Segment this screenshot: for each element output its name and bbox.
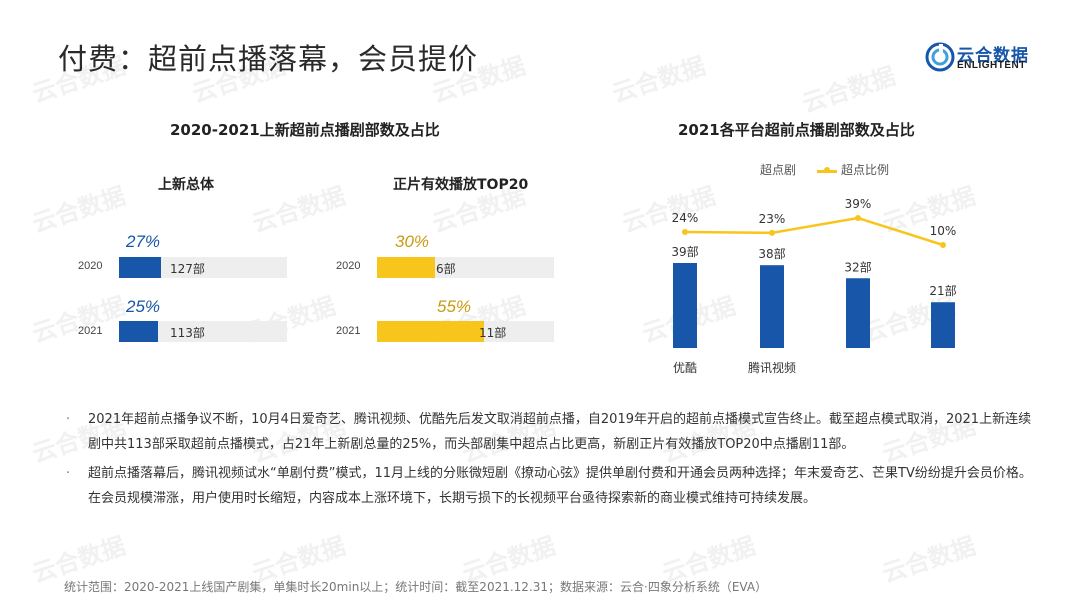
watermark-text: 云合数据 [608, 51, 709, 109]
bar-value-label: 39部 [671, 244, 698, 259]
bar-fill-total-2020 [119, 257, 161, 278]
legend-line-dot [824, 167, 830, 173]
x-tick-label: 优酷 [673, 361, 697, 375]
count-label-top20-2020: 6部 [436, 262, 456, 276]
bullet-text: 超前点播落幕后，腾讯视频试水“单剧付费”模式，11月上线的分账微短剧《撩动心弦》… [88, 466, 1032, 506]
pct-label-total-2021: 25% [126, 297, 161, 316]
logo-icon [925, 42, 955, 72]
bar-platform [760, 265, 784, 348]
pct-label-top20-2020: 30% [395, 232, 430, 251]
line-point [855, 215, 861, 221]
bar-fill-top20-2020 [377, 257, 435, 278]
bullet-marker: · [66, 412, 71, 427]
line-series-ratio [684, 216, 944, 247]
line-value-label: 10% [930, 224, 957, 238]
bullet-item: · 超前点播落幕后，腾讯视频试水“单剧付费”模式，11月上线的分账微短剧《撩动心… [64, 461, 1034, 511]
year-label-total-2021: 2021 [78, 325, 103, 337]
legend-line-label: 超点比例 [841, 163, 890, 177]
bar-platform [673, 263, 697, 348]
bar-track-total-2020: 127部 [119, 257, 287, 278]
x-tick-label: 腾讯视频 [748, 360, 796, 375]
platform-bar-line-chart: 39部 38部 32部 21部 24% 23% 39% 10% 优酷 腾讯视频 [671, 197, 957, 375]
bar-track-total-2021: 113部 [119, 321, 287, 342]
pct-label-top20-2021: 55% [437, 297, 472, 316]
bullet-list: · 2021年超前点播争议不断，10月4日爱奇艺、腾讯视频、优酷先后发文取消超前… [64, 407, 1034, 515]
logo-text-cn: 云合数据 [957, 46, 1029, 66]
watermark-text: 云合数据 [28, 291, 129, 349]
logo-text-en: ENLIGHTENT [957, 60, 1026, 71]
left-panel-title: 2020-2021上新超前点播剧部数及占比 [170, 121, 440, 139]
bullet-marker: · [66, 466, 71, 481]
bar-track-top20-2021: 11部 [377, 321, 554, 342]
pct-label-total-2020: 27% [126, 232, 161, 251]
footer-source-note: 统计范围：2020-2021上线国产剧集，单集时长20min以上；统计时间：截至… [64, 580, 768, 594]
bar-value-label: 38部 [758, 246, 785, 261]
group-subtitle-top20: 正片有效播放TOP20 [393, 177, 529, 193]
bar-platform [931, 302, 955, 348]
count-label-top20-2021: 11部 [479, 326, 507, 340]
group-subtitle-total: 上新总体 [158, 177, 214, 193]
bar-value-label: 32部 [844, 259, 871, 274]
line-point [769, 229, 775, 236]
bullet-text: 2021年超前点播争议不断，10月4日爱奇艺、腾讯视频、优酷先后发文取消超前点播… [88, 412, 1032, 452]
line-value-label: 23% [759, 212, 786, 226]
page-title: 付费：超前点播落幕，会员提价 [58, 42, 479, 76]
bar-platform [846, 278, 870, 348]
count-label-total-2021: 113部 [170, 326, 205, 340]
bullet-item: · 2021年超前点播争议不断，10月4日爱奇艺、腾讯视频、优酷先后发文取消超前… [64, 407, 1034, 457]
watermark-text: 云合数据 [248, 181, 349, 239]
bar-track-top20-2020: 6部 [377, 257, 554, 278]
legend-bar-label: 超点剧 [760, 163, 797, 177]
line-point [940, 242, 946, 248]
year-label-total-2020: 2020 [78, 260, 103, 272]
year-label-top20-2020: 2020 [336, 260, 361, 272]
bar-value-label: 21部 [929, 283, 956, 298]
line-value-label: 24% [672, 211, 699, 225]
bar-fill-top20-2021 [377, 321, 484, 342]
watermark-text: 云合数据 [28, 181, 129, 239]
brand-logo: 云合数据 ENLIGHTENT [925, 42, 1045, 74]
line-point [682, 228, 688, 235]
watermark-text: 云合数据 [878, 531, 979, 589]
watermark-text: 云合数据 [798, 61, 899, 119]
year-label-top20-2021: 2021 [336, 325, 361, 337]
bar-fill-total-2021 [119, 321, 158, 342]
count-label-total-2020: 127部 [170, 262, 205, 276]
line-value-label: 39% [845, 197, 872, 211]
right-chart-title: 2021各平台超前点播剧部数及占比 [678, 121, 915, 139]
